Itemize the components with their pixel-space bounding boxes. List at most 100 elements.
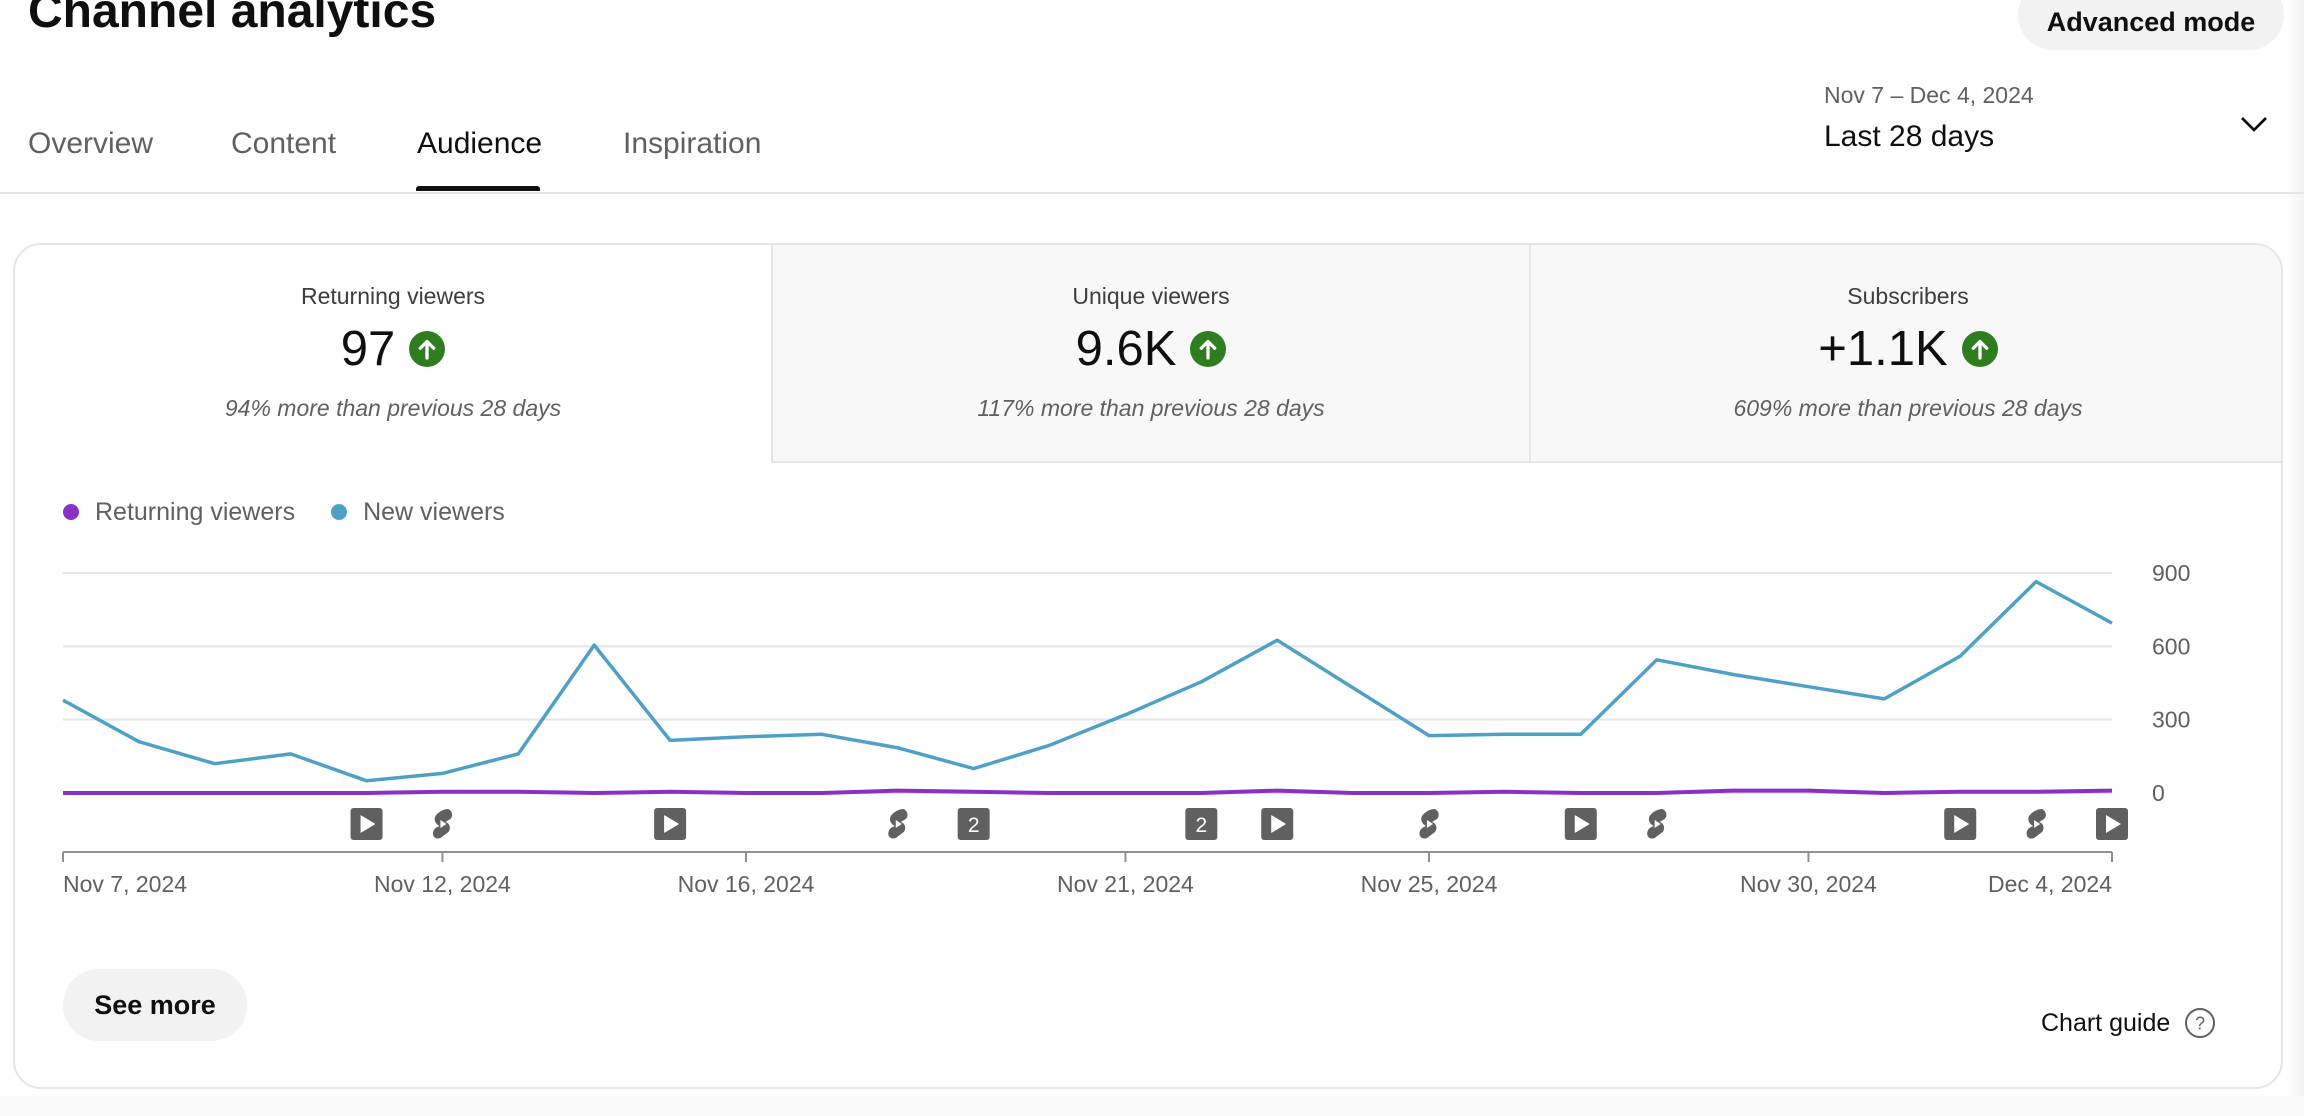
x-tick-label: Nov 7, 2024 xyxy=(63,871,187,897)
data-point[interactable] xyxy=(2104,783,2120,799)
metric-label: Unique viewers xyxy=(1072,283,1230,309)
data-point[interactable] xyxy=(814,726,830,742)
advanced-mode-button[interactable]: Advanced mode xyxy=(2018,0,2284,50)
video-upload-marker[interactable] xyxy=(2096,808,2128,840)
data-point[interactable] xyxy=(1421,728,1437,744)
metric-tab-subscribers[interactable]: Subscribers +1.1K 609% more than previou… xyxy=(1529,245,2281,463)
count-badge-label: 2 xyxy=(968,814,980,837)
data-point[interactable] xyxy=(55,785,71,801)
data-point[interactable] xyxy=(1117,707,1133,723)
short-upload-marker[interactable] xyxy=(1647,809,1667,839)
short-upload-marker[interactable] xyxy=(2026,809,2046,839)
data-point[interactable] xyxy=(1876,785,1892,801)
video-upload-marker[interactable] xyxy=(1564,808,1597,840)
data-point[interactable] xyxy=(131,785,147,801)
data-point[interactable] xyxy=(814,785,830,801)
data-point[interactable] xyxy=(1193,785,1209,801)
data-point[interactable] xyxy=(1573,726,1589,742)
data-point[interactable] xyxy=(283,746,299,762)
data-point[interactable] xyxy=(662,784,678,800)
tab-overview[interactable]: Overview xyxy=(28,127,154,160)
data-point[interactable] xyxy=(359,773,375,789)
see-more-button[interactable]: See more xyxy=(63,969,247,1041)
data-point[interactable] xyxy=(2028,574,2044,590)
data-point[interactable] xyxy=(586,785,602,801)
data-point[interactable] xyxy=(1042,737,1058,753)
data-point[interactable] xyxy=(1649,785,1665,801)
data-point[interactable] xyxy=(1876,691,1892,707)
data-point[interactable] xyxy=(1421,785,1437,801)
data-point[interactable] xyxy=(1573,785,1589,801)
data-point[interactable] xyxy=(1952,648,1968,664)
tab-inspiration[interactable]: Inspiration xyxy=(623,127,762,160)
data-point[interactable] xyxy=(1497,784,1513,800)
data-point[interactable] xyxy=(1725,666,1741,682)
x-tick-label: Dec 4, 2024 xyxy=(1988,871,2112,897)
data-point[interactable] xyxy=(207,756,223,772)
data-point[interactable] xyxy=(1269,783,1285,799)
data-point[interactable] xyxy=(738,729,754,745)
metric-tab-unique-viewers[interactable]: Unique viewers 9.6K 117% more than previ… xyxy=(771,245,1529,463)
data-point[interactable] xyxy=(1269,632,1285,648)
data-point[interactable] xyxy=(1345,785,1361,801)
data-point[interactable] xyxy=(1725,783,1741,799)
video-upload-marker[interactable] xyxy=(654,808,687,840)
data-point[interactable] xyxy=(1345,680,1361,696)
data-point[interactable] xyxy=(1649,652,1665,668)
data-point[interactable] xyxy=(131,734,147,750)
data-point[interactable] xyxy=(1952,784,1968,800)
data-point[interactable] xyxy=(510,784,526,800)
metric-tab-returning-viewers[interactable]: Returning viewers 97 94% more than previ… xyxy=(15,245,771,463)
data-point[interactable] xyxy=(738,785,754,801)
tab-content[interactable]: Content xyxy=(231,127,337,160)
data-point[interactable] xyxy=(1800,679,1816,695)
data-point[interactable] xyxy=(207,785,223,801)
video-upload-marker[interactable] xyxy=(1944,808,1977,840)
data-point[interactable] xyxy=(1042,785,1058,801)
data-point[interactable] xyxy=(966,784,982,800)
video-upload-marker[interactable] xyxy=(350,808,383,840)
date-range-dates: Nov 7 – Dec 4, 2024 xyxy=(1824,82,2034,108)
data-point[interactable] xyxy=(2028,784,2044,800)
data-point[interactable] xyxy=(283,785,299,801)
short-upload-marker[interactable] xyxy=(432,809,453,839)
count-badge-bg xyxy=(957,808,990,840)
data-point[interactable] xyxy=(966,761,982,777)
data-point[interactable] xyxy=(1193,674,1209,690)
shorts-icon-play xyxy=(440,820,447,828)
chevron-down-icon xyxy=(2241,117,2267,132)
multi-upload-marker[interactable]: 2 xyxy=(1185,808,1218,840)
metric-value-row: +1.1K xyxy=(1531,321,2281,377)
data-point[interactable] xyxy=(434,784,450,800)
legend-item-returning[interactable]: Returning viewers xyxy=(63,498,295,527)
play-icon xyxy=(360,815,376,833)
data-point[interactable] xyxy=(890,783,906,799)
data-point[interactable] xyxy=(662,732,678,748)
series-line-new-viewers xyxy=(62,579,2113,783)
metric-comparison: 94% more than previous 28 days xyxy=(224,395,562,421)
date-range-selector[interactable]: Nov 7 – Dec 4, 2024 Last 28 days xyxy=(1824,80,2284,160)
viewers-line-chart[interactable]: 900 600 300 0 2 2 Nov 7, 2024 Nov 12, 2024 Nov 1… xyxy=(15,245,2281,945)
data-point[interactable] xyxy=(1800,783,1816,799)
shorts-icon-play xyxy=(2034,820,2041,828)
data-point[interactable] xyxy=(1497,726,1513,742)
data-point[interactable] xyxy=(55,692,71,708)
data-point[interactable] xyxy=(890,740,906,756)
short-upload-marker[interactable] xyxy=(888,809,908,839)
chart-guide-link[interactable]: Chart guide ? xyxy=(2041,1005,2216,1041)
data-point[interactable] xyxy=(586,637,602,653)
data-point[interactable] xyxy=(510,746,526,762)
short-upload-marker[interactable] xyxy=(1419,809,1439,839)
tab-bar: Overview Content Audience Inspiration xyxy=(0,0,2304,194)
data-point[interactable] xyxy=(434,765,450,781)
legend-item-new[interactable]: New viewers xyxy=(331,498,505,527)
page-bottom-strip xyxy=(0,1096,2304,1116)
count-badge-label: 2 xyxy=(1195,814,1207,837)
page-title: Channel analytics xyxy=(28,0,437,38)
video-upload-marker[interactable] xyxy=(1261,808,1294,840)
data-point[interactable] xyxy=(1117,785,1133,801)
tab-audience[interactable]: Audience xyxy=(417,127,543,160)
multi-upload-marker[interactable]: 2 xyxy=(957,808,990,840)
data-point[interactable] xyxy=(2104,615,2120,631)
metric-comparison: 117% more than previous 28 days xyxy=(977,395,1325,421)
